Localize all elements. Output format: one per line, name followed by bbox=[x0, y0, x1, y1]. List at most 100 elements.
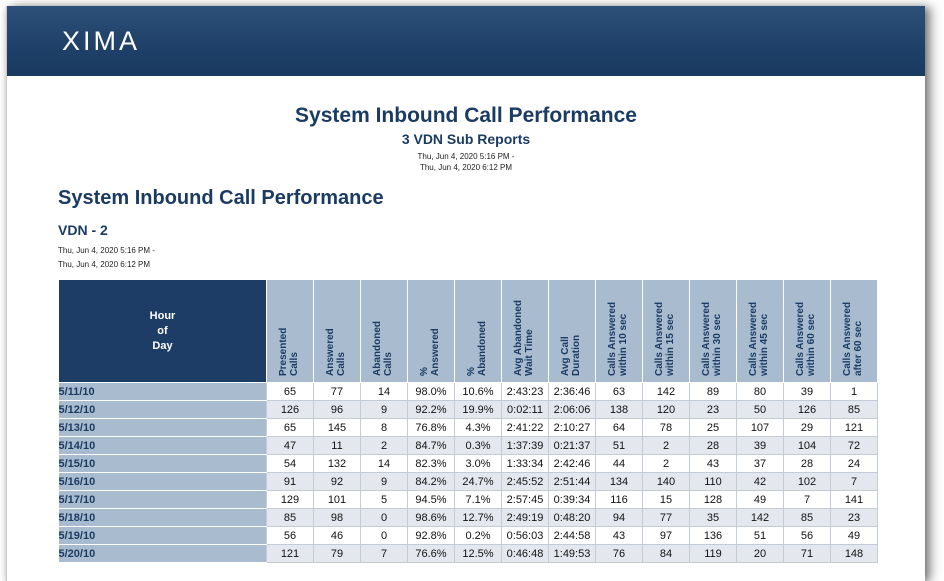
table-cell: 121 bbox=[830, 418, 878, 437]
table-cell: 85 bbox=[830, 400, 878, 419]
header-banner: XIMA bbox=[7, 6, 925, 76]
table-cell: 0:21:37 bbox=[548, 436, 596, 455]
column-header: Calls Answered within 15 sec bbox=[642, 279, 690, 383]
table-cell: 84.2% bbox=[407, 472, 455, 491]
table-cell: 145 bbox=[313, 418, 361, 437]
column-header: Calls Answered within 45 sec bbox=[736, 279, 784, 383]
table-cell: 148 bbox=[830, 544, 878, 563]
table-cell: 2 bbox=[642, 454, 690, 473]
table-cell: 84 bbox=[642, 544, 690, 563]
column-header: Abandoned Calls bbox=[360, 279, 408, 383]
table-row: 5/19/10 56 46 0 92.8% 0.2% 0:56:03 2:44:58 43 97 1… bbox=[58, 526, 878, 545]
row-date-label: 5/13/10 bbox=[58, 418, 267, 437]
table-cell: 102 bbox=[783, 472, 831, 491]
table-cell: 1 bbox=[830, 382, 878, 401]
table-cell: 78 bbox=[642, 418, 690, 437]
table-cell: 129 bbox=[266, 490, 314, 509]
table-cell: 80 bbox=[736, 382, 784, 401]
table-cell: 76.6% bbox=[407, 544, 455, 563]
column-header: Calls Answered after 60 sec bbox=[830, 279, 878, 383]
row-date-label: 5/15/10 bbox=[58, 454, 267, 473]
table-cell: 7 bbox=[830, 472, 878, 491]
table-cell: 85 bbox=[783, 508, 831, 527]
table-cell: 11 bbox=[313, 436, 361, 455]
table-cell: 15 bbox=[642, 490, 690, 509]
table-cell: 77 bbox=[642, 508, 690, 527]
row-date-label: 5/14/10 bbox=[58, 436, 267, 455]
table-cell: 64 bbox=[595, 418, 643, 437]
table-cell: 47 bbox=[266, 436, 314, 455]
table-cell: 37 bbox=[736, 454, 784, 473]
table-cell: 25 bbox=[689, 418, 737, 437]
table-cell: 49 bbox=[830, 526, 878, 545]
table-cell: 134 bbox=[595, 472, 643, 491]
table-cell: 8 bbox=[360, 418, 408, 437]
table-cell: 107 bbox=[736, 418, 784, 437]
vdn-date-range: Thu, Jun 4, 2020 5:16 PM - Thu, Jun 4, 2… bbox=[58, 244, 155, 272]
table-row: 5/16/10 91 92 9 84.2% 24.7% 2:45:52 2:51:44 134 1… bbox=[58, 472, 878, 491]
xima-logo: XIMA bbox=[62, 26, 141, 56]
table-cell: 119 bbox=[689, 544, 737, 563]
table-row: 5/18/10 85 98 0 98.6% 12.7% 2:49:19 0:48:20 94 77… bbox=[58, 508, 878, 527]
table-cell: 2:44:58 bbox=[548, 526, 596, 545]
table-cell: 28 bbox=[689, 436, 737, 455]
table-cell: 56 bbox=[266, 526, 314, 545]
table-cell: 7.1% bbox=[454, 490, 502, 509]
table-cell: 92.2% bbox=[407, 400, 455, 419]
table-row: 5/20/10 121 79 7 76.6% 12.5% 0:46:48 1:49:53 76 8… bbox=[58, 544, 878, 563]
table-cell: 2 bbox=[642, 436, 690, 455]
row-date-label: 5/16/10 bbox=[58, 472, 267, 491]
table-row: 5/17/10 129 101 5 94.5% 7.1% 2:57:45 0:39:34 116… bbox=[58, 490, 878, 509]
table-cell: 23 bbox=[689, 400, 737, 419]
table-cell: 141 bbox=[830, 490, 878, 509]
table-cell: 142 bbox=[642, 382, 690, 401]
table-cell: 1:33:34 bbox=[501, 454, 549, 473]
report-date-end: Thu, Jun 4, 2020 6:12 PM bbox=[419, 163, 513, 172]
table-cell: 1:49:53 bbox=[548, 544, 596, 563]
table-cell: 82.3% bbox=[407, 454, 455, 473]
table-cell: 136 bbox=[689, 526, 737, 545]
table-cell: 2:49:19 bbox=[501, 508, 549, 527]
table-cell: 28 bbox=[783, 454, 831, 473]
table-cell: 76 bbox=[595, 544, 643, 563]
row-date-label: 5/12/10 bbox=[58, 400, 267, 419]
report-date-range: Thu, Jun 4, 2020 5:16 PM - Thu, Jun 4, 2… bbox=[7, 151, 925, 173]
table-cell: 126 bbox=[266, 400, 314, 419]
table-cell: 2:43:23 bbox=[501, 382, 549, 401]
table-cell: 2:42:46 bbox=[548, 454, 596, 473]
table-cell: 2:36:46 bbox=[548, 382, 596, 401]
column-header: Calls Answered within 10 sec bbox=[595, 279, 643, 383]
table-cell: 54 bbox=[266, 454, 314, 473]
row-date-label: 5/11/10 bbox=[58, 382, 267, 401]
table-cell: 2:57:45 bbox=[501, 490, 549, 509]
table-cell: 2:06:06 bbox=[548, 400, 596, 419]
table-row: 5/15/10 54 132 14 82.3% 3.0% 1:33:34 2:42:46 44 2… bbox=[58, 454, 878, 473]
table-cell: 39 bbox=[736, 436, 784, 455]
table-cell: 2:45:52 bbox=[501, 472, 549, 491]
table-body: 5/11/10 65 77 14 98.0% 10.6% 2:43:23 2:36:46 63 1… bbox=[58, 382, 878, 563]
table-row: 5/14/10 47 11 2 84.7% 0.3% 1:37:39 0:21:37 51 2 28… bbox=[58, 436, 878, 455]
table-cell: 76.8% bbox=[407, 418, 455, 437]
table-cell: 92 bbox=[313, 472, 361, 491]
report-title: System Inbound Call Performance bbox=[295, 104, 637, 127]
table-cell: 140 bbox=[642, 472, 690, 491]
table-cell: 138 bbox=[595, 400, 643, 419]
hour-of-day-header: Hour of Day bbox=[58, 279, 267, 383]
table-cell: 104 bbox=[783, 436, 831, 455]
table-cell: 92.8% bbox=[407, 526, 455, 545]
table-cell: 97 bbox=[642, 526, 690, 545]
table-cell: 1:37:39 bbox=[501, 436, 549, 455]
column-header: % Answered bbox=[407, 279, 455, 383]
table-cell: 2:51:44 bbox=[548, 472, 596, 491]
table-cell: 43 bbox=[689, 454, 737, 473]
vdn-date-end: Thu, Jun 4, 2020 6:12 PM bbox=[58, 260, 151, 269]
table-cell: 46 bbox=[313, 526, 361, 545]
table-cell: 20 bbox=[736, 544, 784, 563]
table-cell: 24.7% bbox=[454, 472, 502, 491]
table-cell: 72 bbox=[830, 436, 878, 455]
table-cell: 101 bbox=[313, 490, 361, 509]
table-cell: 77 bbox=[313, 382, 361, 401]
table-cell: 89 bbox=[689, 382, 737, 401]
table-cell: 2:41:22 bbox=[501, 418, 549, 437]
row-date-label: 5/17/10 bbox=[58, 490, 267, 509]
